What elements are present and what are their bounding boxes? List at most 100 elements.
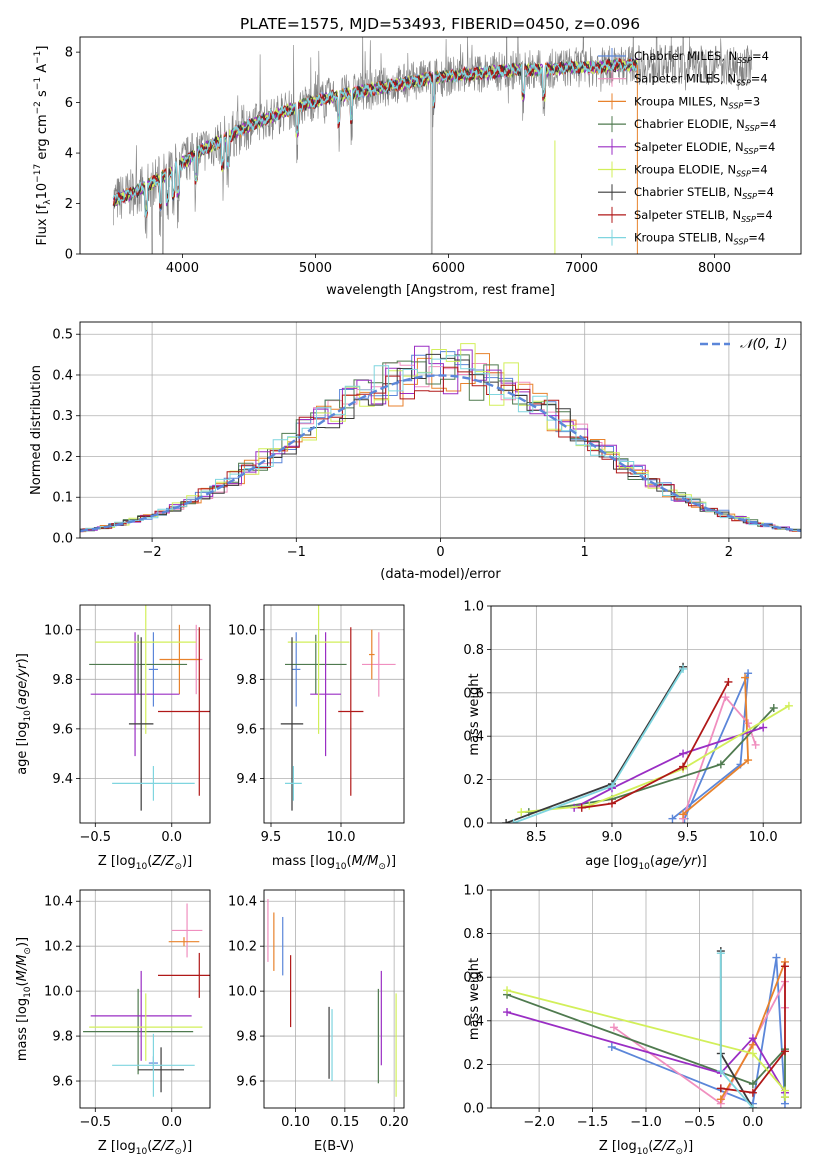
y-tick-label: 4: [65, 147, 73, 162]
label-part: M/M: [15, 955, 30, 982]
y-tick-label: 0.1: [52, 491, 73, 506]
mass_vs_Z-panel: −0.5 0.0 9.6 9.8 10.0 10.2 10.4 Z [log10​(Z/Z⊙​…: [15, 889, 211, 1157]
label-part: age [log: [15, 722, 30, 775]
label-part: )]: [697, 854, 707, 869]
x-tick-label: 4000: [166, 261, 199, 276]
y-tick-label: 10.0: [44, 985, 73, 1000]
mass-weight-line-chabrier-elodie: [528, 707, 775, 813]
label-part: 10: [136, 862, 148, 872]
mass-weight-point: [748, 1034, 757, 1043]
y-tick-label: 10.4: [228, 895, 257, 910]
axes-frame: [490, 605, 802, 824]
axes-frame: [79, 889, 211, 1109]
x-tick-label: 0.0: [161, 830, 182, 845]
y-tick-label: 9.6: [236, 1075, 257, 1090]
mass-weight-point: [724, 677, 733, 686]
label-part: 10: [35, 183, 50, 200]
mass-weight-point: [748, 1049, 757, 1058]
label-part: mass [log: [272, 854, 335, 869]
legend-suffix: =4: [756, 208, 773, 222]
y-axis-label: mass weight: [467, 673, 482, 755]
mass-weight-point: [503, 1008, 512, 1017]
mass-weight-point: [607, 799, 616, 808]
mass-weight-point: [759, 723, 768, 732]
legend-text: Salpeter ELODIE, N: [634, 140, 744, 154]
y-tick-label: 9.8: [52, 1030, 73, 1045]
y-tick-label: 0.0: [52, 532, 73, 547]
legend-entry: Chabrier MILES, NSSP=4: [634, 49, 769, 65]
y-axis-label: age [log10​(age/yr)]: [15, 653, 33, 775]
legend-entry: Salpeter ELODIE, NSSP=4: [634, 140, 775, 156]
mass-weight-point: [780, 1047, 789, 1056]
y-tick-label: 0.2: [463, 773, 484, 788]
x-tick-label: 6000: [432, 261, 465, 276]
y-tick-label: 0.2: [52, 450, 73, 465]
label-part: (: [15, 705, 30, 710]
label-part: 10: [136, 1147, 148, 1157]
label-part: ⊙: [675, 1147, 683, 1157]
label-part: (: [15, 981, 30, 986]
mass-weight-point: [769, 703, 778, 712]
mass-weight-line-salpeter-elodie: [573, 726, 764, 809]
x-tick-label: 0.0: [161, 1115, 182, 1130]
mass-weight-point: [668, 814, 677, 823]
x-axis-label: E(B-V): [314, 1139, 354, 1154]
label-part: 10: [23, 710, 33, 722]
residual-histogram-kroupa-miles: [80, 353, 801, 533]
label-part: )]: [182, 854, 192, 869]
y-tick-label: 10.4: [44, 895, 73, 910]
x-tick-label: 0.20: [380, 1115, 409, 1130]
y-axis-label: mass [log10​(M/M⊙​)]: [15, 937, 33, 1061]
axes-frame: [79, 321, 802, 539]
axes-frame: [263, 889, 405, 1109]
mass-weight-point: [780, 1093, 789, 1102]
mass-weight-point: [748, 1088, 757, 1097]
y-tick-label: 0.0: [463, 1102, 484, 1117]
legend-sub: SSP: [729, 101, 744, 110]
y-tick-label: 9.8: [236, 1030, 257, 1045]
mass-weight-point: [741, 673, 750, 682]
label-part: ⊙: [174, 862, 182, 872]
x-tick-label: −0.5: [684, 1115, 716, 1130]
axes-frame: [490, 889, 802, 1109]
model-spectrum-kroupa-stelib: [112, 59, 638, 218]
legend-suffix: =4: [757, 185, 774, 199]
mass-weight-point: [716, 760, 725, 769]
x-tick-label: 9.0: [602, 830, 623, 845]
legend-sub: SSP: [744, 147, 759, 156]
legend-sub: SSP: [741, 215, 756, 224]
x-tick-label: 8000: [698, 261, 731, 276]
residual-histogram-kroupa-stelib: [80, 355, 801, 532]
mass-weight-line-salpeter-stelib: [581, 681, 730, 809]
label-part: age [log: [585, 854, 638, 869]
y-tick-label: 10.2: [228, 940, 257, 955]
mass_weight_vs_Z-panel: −2.0 −1.5 −1.0 −0.5 0.0 0.0 0.2 0.4 0.6 0.8 1.0 Z […: [463, 884, 802, 1157]
x-axis-label: mass [log10​(M/M⊙​)]: [272, 854, 396, 872]
x-tick-label: 9.5: [677, 830, 698, 845]
label-part: (: [147, 1139, 152, 1154]
label-part: A: [35, 64, 50, 77]
mass-weight-line-kroupa-stelib: [719, 953, 754, 1108]
age_vs_Z-plot-area: [89, 605, 210, 811]
x-axis-label: Z [log10​(Z/Z⊙​)]: [98, 1139, 192, 1157]
legend-suffix: =3: [743, 94, 760, 108]
mass-weight-point: [607, 782, 616, 791]
y-tick-label: 0.8: [463, 643, 484, 658]
label-part: )]: [15, 937, 30, 947]
mass-weight-point: [609, 1023, 618, 1032]
mass-weight-point: [517, 808, 526, 817]
y-axis-label: Normed distribution: [29, 365, 44, 495]
label-part: ]: [35, 46, 50, 51]
x-axis-label: age [log10​(age/yr)]: [585, 854, 707, 872]
legend-text: Kroupa MILES, N: [634, 94, 729, 108]
label-part: Z/Z: [151, 1139, 175, 1154]
mass-weight-point: [502, 819, 511, 823]
x-tick-label: 1: [581, 545, 589, 560]
y-tick-label: 9.6: [52, 722, 73, 737]
mass_weight_vs_age-plot-area: [502, 662, 793, 823]
y-tick-label: 9.6: [52, 1075, 73, 1090]
mass-weight-point: [509, 819, 518, 823]
mass-weight-line-kroupa-stelib: [513, 668, 684, 823]
label-part: (: [147, 854, 152, 869]
mass-weight-point: [679, 749, 688, 758]
